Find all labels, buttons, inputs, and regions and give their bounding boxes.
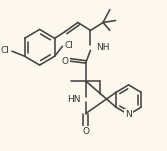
Text: NH: NH [96, 43, 110, 52]
Text: HN: HN [67, 95, 81, 104]
Text: O: O [82, 127, 89, 136]
Text: Cl: Cl [1, 46, 10, 55]
Text: Cl: Cl [65, 41, 74, 50]
Text: O: O [62, 57, 69, 66]
Text: N: N [125, 110, 132, 119]
